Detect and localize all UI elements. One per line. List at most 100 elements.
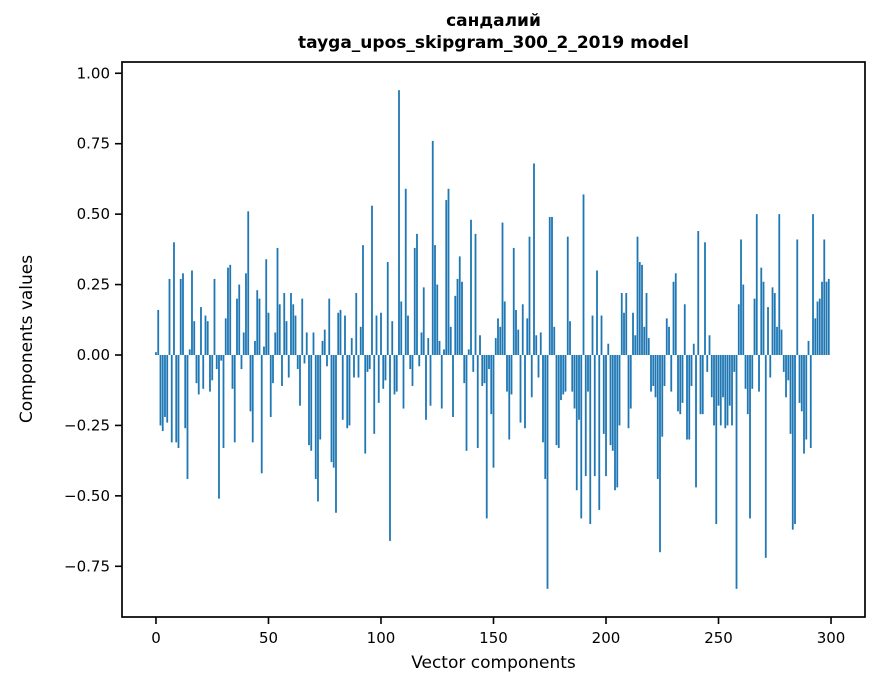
bar [395,354,398,392]
bar [668,326,670,355]
bar [384,354,387,381]
bar [382,354,385,389]
bar [749,354,751,519]
bar [330,354,333,463]
bar [247,211,250,355]
y-axis-label: Components values [17,254,37,424]
bar [287,354,290,378]
bar [760,267,763,355]
bar [683,304,686,355]
bar [474,233,477,355]
bar [283,293,286,355]
bar [544,354,547,479]
x-tick-label: 0 [151,629,161,647]
bar [681,354,684,403]
bar [299,354,301,406]
bar [285,321,288,355]
bar [614,354,616,491]
bar [404,188,407,355]
bar [463,354,466,384]
bar [573,354,576,409]
bar [186,354,189,479]
bar [724,354,727,429]
bar [555,354,558,446]
bar [665,318,668,355]
bar [445,200,448,355]
bar [348,354,351,426]
bar [357,354,360,378]
bar [344,315,346,355]
bar [449,326,452,355]
y-tick-label: 1.00 [77,64,110,82]
bar [416,233,418,355]
bar [582,194,585,355]
bar [791,354,794,530]
bar [274,332,277,355]
bar [650,354,652,392]
bar [170,354,173,443]
bar [670,354,673,392]
bar [490,354,493,415]
bar [202,354,205,389]
bar [767,307,769,355]
bar [805,354,808,440]
bar [632,312,634,355]
bar [238,284,241,355]
bar [762,281,765,355]
bar [695,354,697,488]
bar [155,352,157,355]
bar [812,214,814,355]
chart-title: сандалий tayga_upos_skipgram_300_2_2019 … [122,10,865,54]
bar [686,354,688,440]
bar [317,354,319,502]
bar [807,340,810,355]
bar [697,231,700,355]
bar [501,222,504,355]
bar [375,315,378,355]
bar [436,284,439,355]
bar [755,214,758,355]
bar [332,354,335,468]
bar [413,247,416,355]
bar [204,315,207,355]
bar [400,301,403,355]
bar [339,309,342,355]
bar [704,242,706,355]
bar [438,340,441,355]
bar [337,312,340,355]
bar [825,281,828,355]
bar [402,354,405,409]
bar [533,163,535,355]
bar [494,338,497,355]
bar [407,315,409,355]
bar [659,354,661,553]
bar [499,326,502,355]
bar [182,273,184,355]
bar [521,304,524,355]
bar [510,354,513,395]
axes-frame [121,61,866,618]
bar [690,354,693,386]
bar [593,354,596,477]
bar [551,216,553,355]
bar [607,343,610,355]
bar [364,354,367,454]
bar [634,335,637,355]
bar [803,354,805,454]
bar [740,239,742,355]
x-tick-label: 50 [259,629,278,647]
bar [508,354,511,440]
bar [483,354,486,384]
bar [377,354,380,403]
bar [782,354,785,372]
bar [578,354,580,420]
bar [575,354,578,491]
y-tick-label: 0.25 [77,276,110,294]
bar [627,354,630,429]
bar [211,354,214,381]
bar [821,281,823,355]
bar [269,354,272,417]
bar [281,354,283,386]
bar [427,338,430,355]
bar [564,354,567,392]
